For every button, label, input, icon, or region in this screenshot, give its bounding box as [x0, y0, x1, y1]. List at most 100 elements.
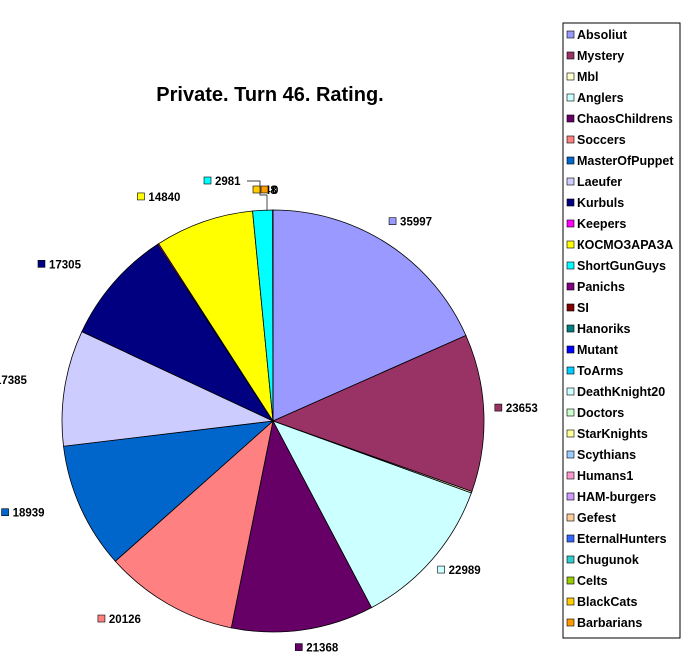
data-label-value: 23653	[506, 403, 538, 415]
legend-label: Barbarians	[577, 616, 642, 630]
legend-swatch	[566, 429, 575, 438]
pie-slice-masterofpuppet	[63, 420, 275, 562]
legend-item-gefest: Gefest	[566, 511, 617, 525]
pie-slice-item	[158, 210, 274, 422]
legend-swatch	[566, 513, 575, 522]
data-label-swatch	[203, 176, 212, 185]
legend-item-chugunok: Chugunok	[566, 553, 639, 567]
data-label-laeufer: 17385	[0, 375, 28, 387]
legend-item-mbl: Mbl	[566, 70, 599, 84]
legend: Absoliut Mystery Mbl Anglers ChaosChildrens S…	[562, 22, 681, 639]
legend-label: Soccers	[577, 133, 626, 147]
legend-label: EternalHunters	[577, 532, 667, 546]
legend-swatch	[566, 387, 575, 396]
data-label-swatch	[260, 185, 269, 194]
legend-item-panichs: Panichs	[566, 280, 625, 294]
legend-swatch	[566, 240, 575, 249]
data-label-swatch	[137, 192, 145, 201]
legend-label: Keepers	[577, 217, 626, 231]
data-label-value: 21368	[306, 643, 339, 655]
pie-slice-mystery	[271, 334, 485, 493]
legend-item-humans1: Humans1	[566, 469, 633, 483]
legend-item-toarms: ToArms	[566, 364, 623, 378]
chart-title: Private. Turn 46. Rating.	[156, 84, 383, 106]
data-label-value: 17305	[49, 259, 82, 271]
legend-label: HAM-burgers	[577, 490, 656, 504]
legend-swatch	[566, 450, 575, 459]
legend-label: Laeufer	[577, 175, 622, 189]
data-labels: 35997 23653 22989 21368 20126 18939 17385 17305…	[0, 176, 538, 655]
data-label-swatch	[252, 185, 261, 194]
legend-label: ToArms	[577, 364, 623, 378]
legend-swatch	[566, 114, 575, 123]
legend-item-soccers: Soccers	[566, 133, 626, 147]
legend-item-mystery: Mystery	[566, 49, 624, 63]
legend-label: DeathKnight20	[577, 385, 665, 399]
legend-swatch	[566, 597, 575, 606]
data-label-chaoschildrens: 21368	[294, 643, 339, 655]
legend-item-kurbuls: Kurbuls	[566, 196, 624, 210]
legend-swatch	[566, 72, 575, 81]
legend-label: Chugunok	[577, 553, 639, 567]
data-label-swatch	[37, 260, 46, 268]
pie-slice-laeufer	[61, 331, 275, 447]
legend-label: Scythians	[577, 448, 636, 462]
legend-label: КОСМОЗАРАЗА	[577, 238, 673, 252]
legend-label: Anglers	[577, 91, 624, 105]
legend-swatch	[566, 51, 575, 60]
legend-label: Mystery	[577, 49, 624, 63]
legend-item-celts: Celts	[566, 574, 608, 588]
legend-item-blackcats: BlackCats	[566, 595, 637, 609]
data-label-soccers: 20126	[97, 614, 141, 626]
legend-swatch	[566, 366, 575, 375]
legend-swatch	[566, 303, 575, 312]
legend-swatch	[566, 408, 575, 417]
pie-slice-chaoschildrens	[230, 419, 373, 633]
legend-swatch	[566, 261, 575, 270]
legend-label: Doctors	[577, 406, 624, 420]
legend-swatch	[566, 93, 575, 102]
legend-swatch	[566, 555, 575, 564]
legend-item-item: КОСМОЗАРАЗА	[566, 238, 673, 252]
legend-swatch	[566, 135, 575, 144]
legend-item-ham-burgers: HAM-burgers	[566, 490, 656, 504]
data-label-swatch	[97, 614, 106, 623]
legend-item-eternalhunters: EternalHunters	[566, 532, 667, 546]
pie-slice-kurbuls	[81, 243, 275, 422]
legend-item-hanoriks: Hanoriks	[566, 322, 631, 336]
data-label-value: 2981	[215, 176, 241, 188]
legend-label: SI	[577, 301, 589, 315]
pie-slice-soccers	[114, 419, 274, 629]
legend-swatch	[566, 492, 575, 501]
data-label-swatch	[1, 508, 9, 517]
data-label-value: 17385	[0, 375, 28, 387]
data-label-item: 14840	[137, 192, 180, 204]
data-label-value: 0	[272, 185, 278, 197]
data-label-value: 22989	[449, 565, 481, 577]
data-label-masterofpuppet: 18939	[1, 508, 45, 520]
legend-label: Humans1	[577, 469, 633, 483]
legend-item-barbarians: Barbarians	[566, 616, 642, 630]
data-label-kurbuls: 17305	[37, 259, 82, 271]
legend-item-absoliut: Absoliut	[566, 28, 628, 42]
legend-label: ShortGunGuys	[577, 259, 666, 273]
data-label-swatch	[388, 217, 397, 225]
legend-label: MasterOfPuppet	[577, 154, 674, 168]
data-label-value: 14840	[148, 192, 180, 204]
data-label-swatch	[494, 403, 503, 412]
legend-swatch	[566, 198, 575, 207]
data-label-swatch	[437, 565, 445, 574]
legend-label: ChaosChildrens	[577, 112, 673, 126]
legend-swatch	[566, 30, 575, 39]
legend-item-scythians: Scythians	[566, 448, 636, 462]
legend-label: Hanoriks	[577, 322, 631, 336]
data-label-value: 20126	[109, 614, 141, 626]
legend-label: Celts	[577, 574, 608, 588]
legend-label: BlackCats	[577, 595, 637, 609]
legend-label: Kurbuls	[577, 196, 624, 210]
legend-swatch	[566, 471, 575, 480]
data-label-anglers: 22989	[437, 565, 481, 577]
legend-item-mutant: Mutant	[566, 343, 619, 357]
leader-line	[247, 180, 268, 211]
